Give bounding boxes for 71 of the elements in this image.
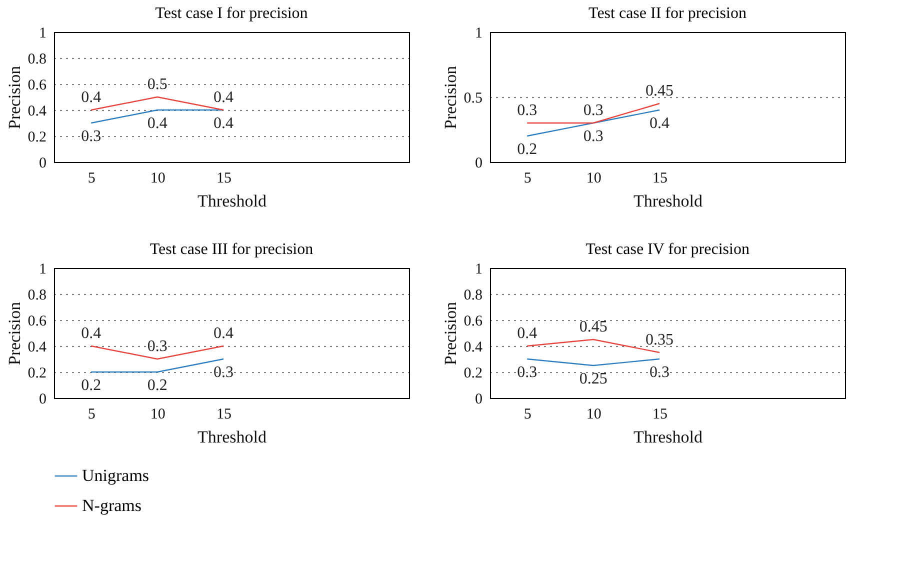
data-label: 0.5 bbox=[147, 76, 168, 93]
data-label: 0.4 bbox=[81, 325, 102, 342]
chart-title: Test case IV for precision bbox=[586, 241, 750, 258]
x-axis-title: Threshold bbox=[634, 192, 703, 210]
data-label: 0.4 bbox=[517, 325, 538, 342]
y-tick-label: 0 bbox=[39, 392, 46, 408]
data-label: 0.4 bbox=[214, 89, 234, 106]
data-label: 0.3 bbox=[583, 102, 604, 119]
y-tick-label: 0 bbox=[475, 392, 482, 408]
x-tick-label: 10 bbox=[586, 406, 602, 422]
data-label: 0.4 bbox=[214, 115, 234, 132]
y-tick-label: 0.6 bbox=[28, 78, 47, 94]
data-label: 0.4 bbox=[81, 89, 102, 106]
x-tick-label: 15 bbox=[652, 170, 668, 186]
y-tick-label: 0.4 bbox=[28, 340, 47, 356]
y-tick-label: 1 bbox=[39, 26, 46, 42]
y-axis-title: Precision bbox=[440, 65, 460, 130]
x-tick-label: 15 bbox=[652, 406, 668, 422]
y-tick-label: 0.8 bbox=[28, 288, 46, 304]
x-tick-label: 5 bbox=[524, 170, 532, 186]
data-label: 0.2 bbox=[81, 377, 102, 394]
x-axis-title: Threshold bbox=[198, 428, 267, 446]
x-tick-label: 15 bbox=[216, 170, 232, 186]
y-tick-label: 1 bbox=[39, 262, 46, 278]
chart-title: Test case I for precision bbox=[155, 5, 308, 22]
chart-title: Test case III for precision bbox=[150, 241, 314, 258]
y-tick-label: 0.2 bbox=[28, 366, 46, 382]
y-axis-title: Precision bbox=[440, 301, 460, 366]
y-tick-label: 0.4 bbox=[464, 340, 483, 356]
data-label: 0.35 bbox=[646, 332, 674, 348]
data-label: 0.2 bbox=[517, 141, 538, 158]
data-label: 0.3 bbox=[81, 128, 102, 145]
y-tick-label: 0.6 bbox=[28, 314, 47, 330]
y-axis-title: Precision bbox=[4, 65, 24, 130]
y-tick-label: 0.2 bbox=[28, 130, 46, 146]
data-label: 0.4 bbox=[214, 325, 234, 342]
data-label: 0.3 bbox=[583, 128, 604, 145]
y-tick-label: 0.2 bbox=[464, 366, 482, 382]
data-label: 0.3 bbox=[517, 102, 538, 119]
y-tick-label: 0.4 bbox=[28, 104, 47, 120]
x-tick-label: 15 bbox=[216, 406, 232, 422]
data-label: 0.3 bbox=[214, 364, 234, 381]
y-tick-label: 0.8 bbox=[464, 288, 482, 304]
y-axis-title: Precision bbox=[4, 301, 24, 366]
x-tick-label: 10 bbox=[586, 170, 602, 186]
chart-title: Test case II for precision bbox=[588, 5, 746, 22]
x-tick-label: 5 bbox=[88, 406, 96, 422]
data-label: 0.3 bbox=[517, 364, 538, 381]
y-tick-label: 0.6 bbox=[464, 314, 483, 330]
x-tick-label: 10 bbox=[150, 406, 166, 422]
y-tick-label: 1 bbox=[475, 26, 482, 42]
y-tick-label: 1 bbox=[475, 262, 482, 278]
data-label: 0.45 bbox=[646, 82, 674, 100]
x-tick-label: 5 bbox=[524, 406, 532, 422]
data-label: 0.4 bbox=[147, 115, 168, 132]
data-label: 0.25 bbox=[579, 370, 608, 388]
x-tick-label: 10 bbox=[150, 170, 166, 186]
data-label: 0.4 bbox=[650, 115, 670, 132]
x-axis-title: Threshold bbox=[198, 192, 267, 210]
y-tick-label: 0 bbox=[475, 156, 482, 172]
x-axis-title: Threshold bbox=[634, 428, 703, 446]
data-label: 0.3 bbox=[650, 364, 670, 381]
y-tick-label: 0.5 bbox=[464, 90, 482, 106]
data-label: 0.2 bbox=[147, 377, 168, 394]
data-label: 0.3 bbox=[147, 338, 168, 355]
data-label: 0.45 bbox=[579, 318, 608, 336]
x-tick-label: 5 bbox=[88, 170, 96, 186]
legend-label: Unigrams bbox=[82, 466, 150, 485]
y-tick-label: 0.8 bbox=[28, 52, 46, 68]
legend-label: N-grams bbox=[82, 496, 142, 515]
y-tick-label: 0 bbox=[39, 156, 46, 172]
